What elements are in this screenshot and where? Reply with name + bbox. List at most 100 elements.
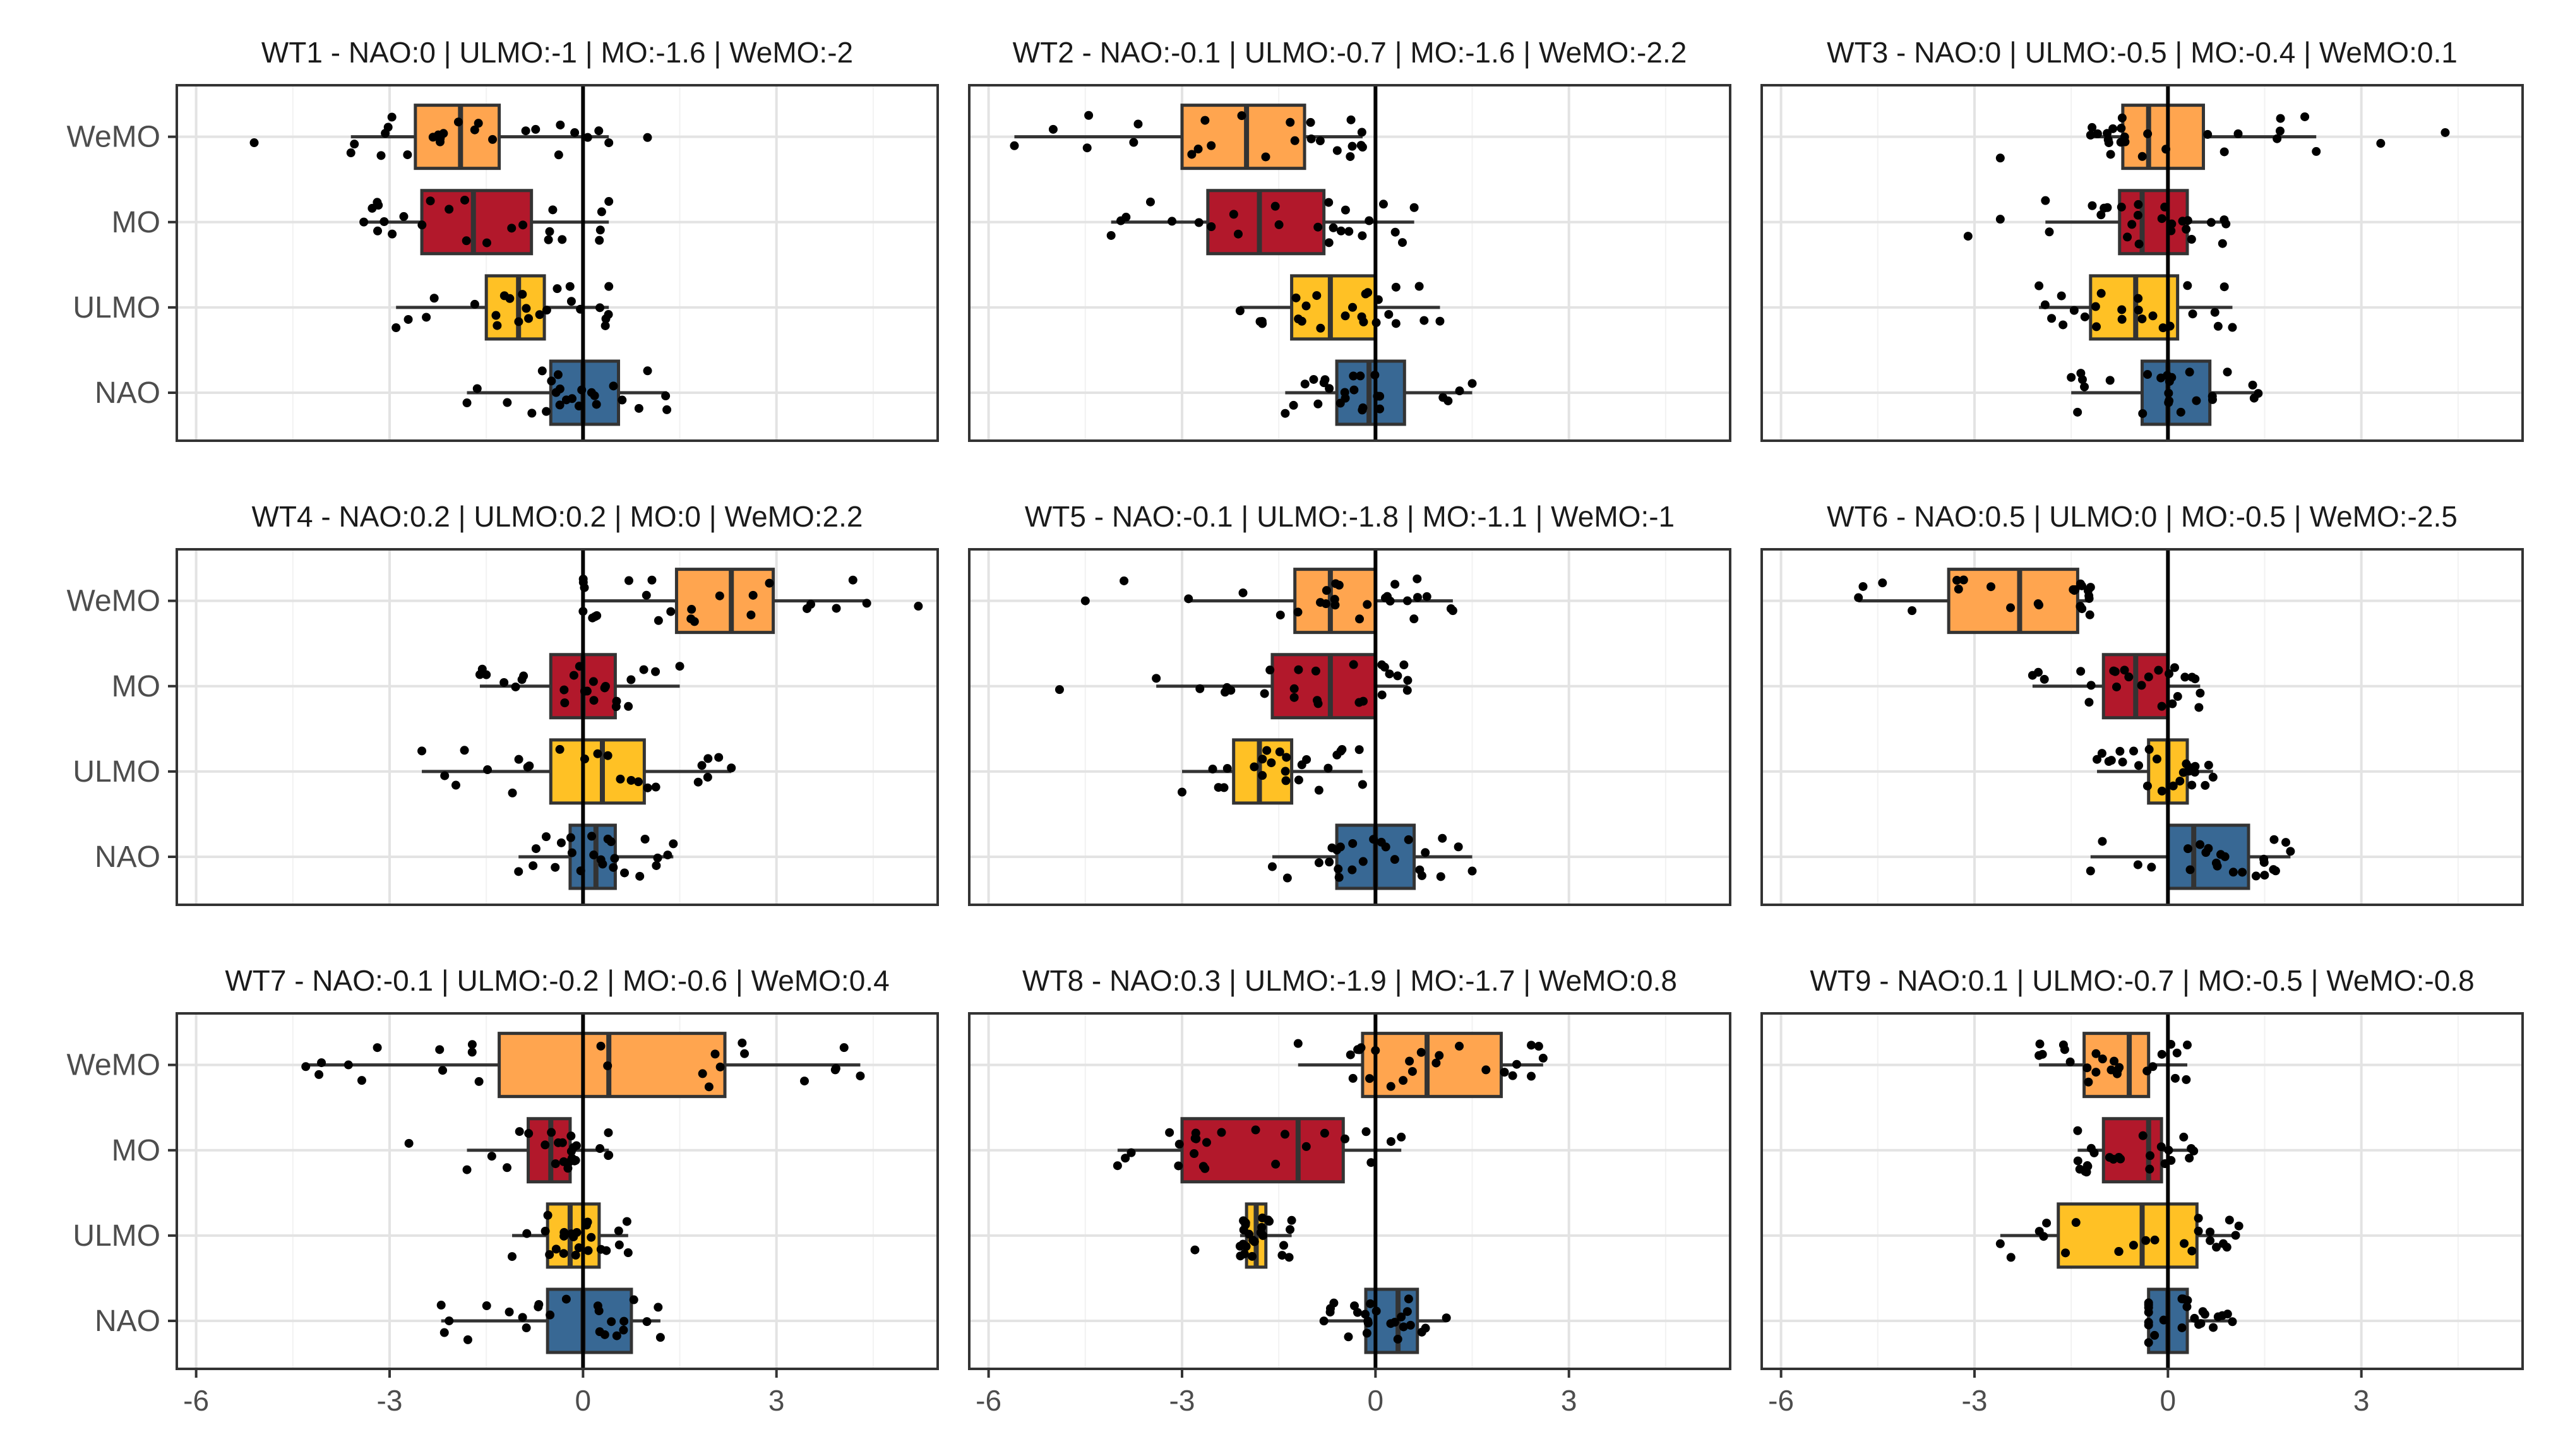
- data-point: [2134, 200, 2143, 209]
- data-point: [1354, 745, 1364, 755]
- data-point: [588, 677, 598, 686]
- x-tick-label: -6: [1768, 1384, 1794, 1417]
- data-point: [1508, 1071, 1517, 1080]
- data-point: [1289, 693, 1299, 702]
- data-point: [624, 701, 633, 711]
- data-point: [831, 1064, 840, 1073]
- data-point: [2157, 214, 2166, 224]
- panel-background: [1762, 549, 2523, 905]
- data-point: [2144, 744, 2154, 754]
- data-point: [357, 1076, 366, 1085]
- data-point: [1250, 762, 1259, 772]
- data-point: [1325, 384, 1334, 393]
- data-point: [1233, 229, 1243, 239]
- data-point: [2147, 862, 2156, 872]
- data-point: [523, 762, 532, 772]
- data-point: [604, 282, 614, 291]
- data-point: [453, 117, 463, 127]
- data-point: [1390, 227, 1400, 237]
- data-point: [367, 203, 377, 213]
- data-point: [518, 290, 527, 299]
- data-point: [499, 677, 509, 687]
- data-point: [553, 284, 562, 294]
- box-rect: [1361, 1032, 1503, 1099]
- data-point: [1235, 1241, 1245, 1251]
- data-point: [2157, 1049, 2166, 1059]
- data-point: [1416, 1047, 1426, 1057]
- data-point: [488, 134, 498, 144]
- data-point: [607, 1317, 616, 1327]
- data-point: [593, 1301, 602, 1311]
- data-point: [1413, 574, 1422, 583]
- data-point: [518, 220, 528, 230]
- data-point: [474, 1077, 484, 1086]
- data-point: [594, 126, 604, 136]
- panel-wt5: WT5 - NAO:-0.1 | ULMO:-1.8 | MO:-1.1 | W…: [968, 500, 1731, 906]
- panel-border: [176, 84, 939, 442]
- data-point: [1267, 862, 1277, 871]
- data-point: [2281, 838, 2291, 847]
- data-point: [654, 616, 663, 625]
- box-mo: [359, 189, 614, 256]
- data-point: [2187, 780, 2197, 790]
- data-point: [595, 225, 605, 235]
- panel-title: WT3 - NAO:0 | ULMO:-0.5 | MO:-0.4 | WeMO…: [1827, 36, 2458, 69]
- data-point: [2144, 1303, 2153, 1312]
- data-point: [1274, 220, 1284, 229]
- data-point: [567, 848, 577, 857]
- data-point: [1381, 842, 1390, 852]
- data-point: [2088, 201, 2097, 210]
- data-point: [2178, 217, 2187, 226]
- data-point: [738, 1038, 747, 1047]
- data-point: [1361, 1310, 1370, 1319]
- data-point: [2254, 389, 2263, 398]
- data-point: [1386, 1082, 1395, 1091]
- panel-wt2: WT2 - NAO:-0.1 | ULMO:-0.7 | MO:-1.6 | W…: [968, 36, 1731, 442]
- data-point: [475, 670, 484, 679]
- data-point: [491, 311, 501, 320]
- data-point: [460, 195, 470, 205]
- data-point: [595, 236, 604, 245]
- data-point: [609, 381, 618, 391]
- data-point: [346, 148, 355, 158]
- data-point: [2045, 227, 2054, 237]
- data-point: [2106, 150, 2115, 159]
- data-point: [2091, 1049, 2101, 1058]
- y-tick-label-wemo: WeMO: [67, 585, 160, 618]
- data-point: [1421, 1323, 1430, 1333]
- data-point: [568, 394, 577, 403]
- data-point: [643, 783, 652, 792]
- data-point: [1082, 143, 1092, 153]
- data-point: [1366, 1299, 1375, 1308]
- data-point: [1377, 690, 1387, 700]
- data-point: [2146, 1151, 2155, 1161]
- data-point: [388, 229, 397, 239]
- data-point: [1538, 1053, 1548, 1063]
- data-point: [1184, 594, 1193, 604]
- data-point: [1325, 857, 1334, 867]
- data-point: [1346, 115, 1356, 124]
- data-point: [1257, 1222, 1267, 1232]
- data-point: [2071, 1218, 2081, 1227]
- data-point: [2057, 291, 2066, 301]
- data-point: [2040, 300, 2050, 309]
- y-tick-label-wemo: WeMO: [67, 121, 160, 154]
- data-point: [2183, 281, 2192, 290]
- data-point: [508, 1252, 517, 1262]
- data-point: [2093, 129, 2102, 138]
- data-point: [2112, 682, 2121, 691]
- data-point: [2117, 202, 2126, 212]
- data-point: [642, 590, 651, 600]
- data-point: [2201, 848, 2211, 857]
- data-point: [1393, 671, 1402, 681]
- data-point: [1145, 197, 1155, 206]
- box-ulmo: [1190, 1202, 1296, 1269]
- data-point: [1409, 614, 1419, 624]
- data-point: [1391, 282, 1401, 292]
- data-point: [2115, 746, 2125, 756]
- data-point: [2194, 1226, 2203, 1236]
- data-point: [548, 205, 558, 215]
- data-point: [2148, 311, 2158, 321]
- data-point: [1854, 593, 1863, 602]
- data-point: [1404, 835, 1413, 844]
